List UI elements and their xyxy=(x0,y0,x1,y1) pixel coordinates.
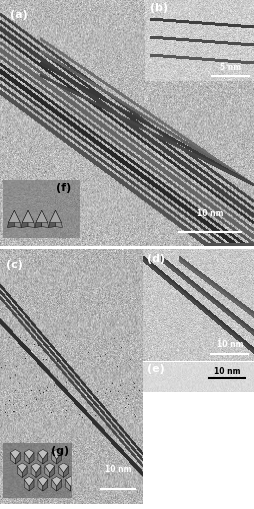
Polygon shape xyxy=(50,211,61,223)
Polygon shape xyxy=(29,479,34,491)
Polygon shape xyxy=(8,211,20,223)
Polygon shape xyxy=(52,449,61,459)
Polygon shape xyxy=(52,479,56,491)
Text: (f): (f) xyxy=(56,183,71,193)
Polygon shape xyxy=(10,453,15,464)
Polygon shape xyxy=(43,453,47,464)
Polygon shape xyxy=(65,479,70,491)
Polygon shape xyxy=(24,453,29,464)
Polygon shape xyxy=(14,211,21,228)
Polygon shape xyxy=(17,463,27,473)
Polygon shape xyxy=(38,479,43,491)
Polygon shape xyxy=(15,453,20,464)
Polygon shape xyxy=(21,211,28,228)
Text: 10 nm: 10 nm xyxy=(104,464,131,473)
Polygon shape xyxy=(24,449,34,459)
Polygon shape xyxy=(36,211,47,223)
Polygon shape xyxy=(7,211,14,228)
Text: (g): (g) xyxy=(51,445,69,455)
Text: (e): (e) xyxy=(147,363,164,374)
Polygon shape xyxy=(22,466,27,477)
Polygon shape xyxy=(52,476,61,486)
Polygon shape xyxy=(22,211,34,223)
Polygon shape xyxy=(35,211,42,228)
Polygon shape xyxy=(36,466,41,477)
Polygon shape xyxy=(58,463,68,473)
Polygon shape xyxy=(28,211,35,228)
Text: 10 nm: 10 nm xyxy=(213,366,239,376)
Polygon shape xyxy=(17,466,22,477)
Polygon shape xyxy=(43,479,47,491)
Polygon shape xyxy=(50,466,54,477)
Text: (d): (d) xyxy=(147,254,165,264)
Polygon shape xyxy=(31,463,41,473)
Polygon shape xyxy=(38,476,47,486)
Polygon shape xyxy=(45,466,50,477)
Text: 10 nm: 10 nm xyxy=(216,339,242,348)
Polygon shape xyxy=(38,453,43,464)
Polygon shape xyxy=(10,449,20,459)
Polygon shape xyxy=(38,449,47,459)
Polygon shape xyxy=(55,211,62,228)
Polygon shape xyxy=(24,479,29,491)
Polygon shape xyxy=(24,476,34,486)
Polygon shape xyxy=(65,476,75,486)
Text: (a): (a) xyxy=(10,10,28,20)
Polygon shape xyxy=(52,453,56,464)
Polygon shape xyxy=(31,466,36,477)
Text: 5 nm: 5 nm xyxy=(219,63,240,72)
Polygon shape xyxy=(63,466,68,477)
Text: 10 nm: 10 nm xyxy=(196,208,223,217)
Polygon shape xyxy=(45,463,54,473)
Text: (c): (c) xyxy=(6,260,23,270)
Polygon shape xyxy=(56,453,61,464)
Polygon shape xyxy=(49,211,55,228)
Polygon shape xyxy=(56,479,61,491)
Polygon shape xyxy=(29,453,34,464)
Polygon shape xyxy=(42,211,49,228)
Polygon shape xyxy=(58,466,63,477)
Text: (b): (b) xyxy=(149,3,167,13)
Polygon shape xyxy=(70,479,75,491)
